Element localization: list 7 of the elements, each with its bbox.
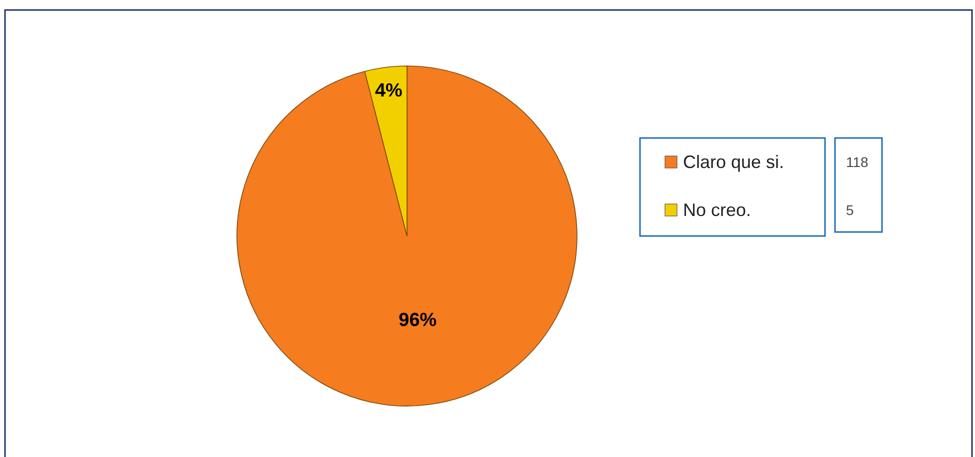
- legend-label: Claro que si.: [683, 152, 784, 172]
- text: 118: [846, 154, 869, 170]
- text: 5: [846, 202, 854, 218]
- legend-label: No creo.: [683, 200, 752, 220]
- pie-slice: [236, 66, 578, 406]
- data-label: 4%: [374, 80, 403, 102]
- data-label: 96%: [398, 310, 437, 331]
